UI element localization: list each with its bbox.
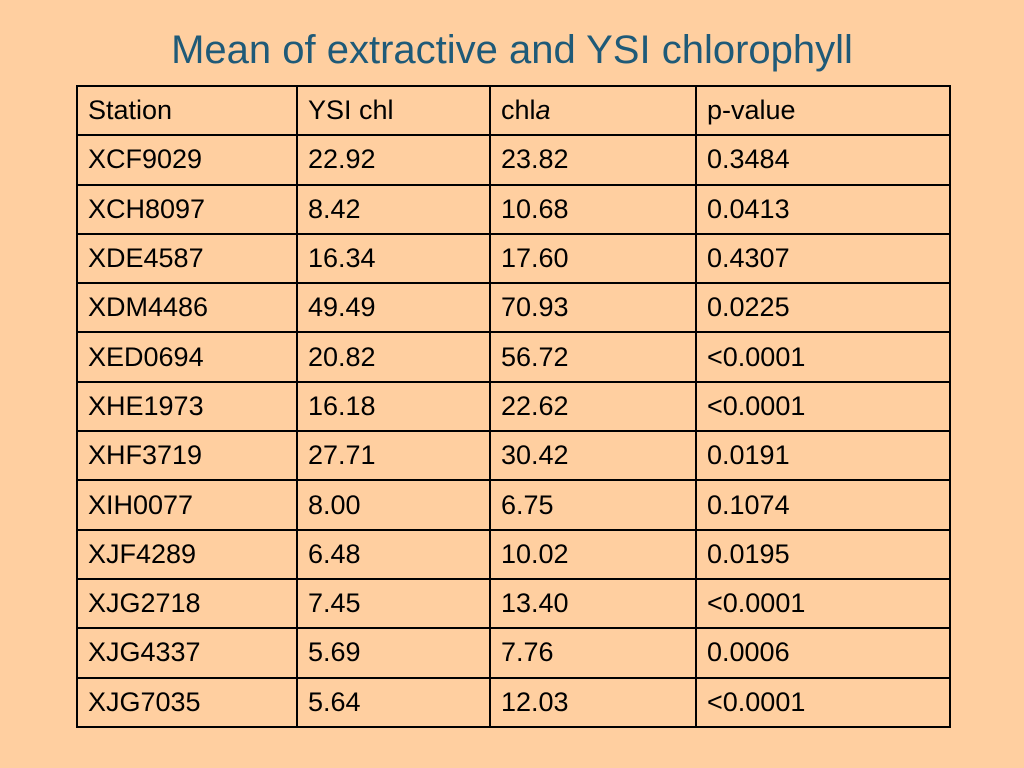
- station-cell: XHE1973: [76, 380, 298, 433]
- station-cell: XJG2718: [76, 577, 298, 630]
- chla-cell: 7.76: [489, 627, 697, 679]
- chla-cell: 13.40: [489, 577, 697, 630]
- ysi-chl-cell: 8.00: [296, 479, 491, 531]
- header-ysi-chl: YSI chl: [296, 84, 491, 137]
- p-value-cell: <0.0001: [695, 380, 951, 433]
- chla-cell: 17.60: [489, 232, 697, 285]
- station-cell: XDE4587: [76, 232, 298, 285]
- station-cell: XED0694: [76, 331, 298, 383]
- table-row: XIH0077 8.00 6.75 0.1074: [76, 479, 951, 531]
- header-chla-prefix: chl: [501, 95, 536, 126]
- p-value-cell: 0.1074: [695, 479, 951, 531]
- header-chla-italic: a: [535, 95, 551, 126]
- station-cell: XDM4486: [76, 282, 298, 334]
- table-row: XHF3719 27.71 30.42 0.0191: [76, 430, 951, 482]
- station-cell: XCF9029: [76, 134, 298, 186]
- table-row: XDE4587 16.34 17.60 0.4307: [76, 232, 951, 285]
- chla-cell: 23.82: [489, 134, 697, 186]
- table-row: XCH8097 8.42 10.68 0.0413: [76, 183, 951, 235]
- table-row: XCF9029 22.92 23.82 0.3484: [76, 134, 951, 186]
- table-row: XJG2718 7.45 13.40 <0.0001: [76, 577, 951, 630]
- chla-cell: 6.75: [489, 479, 697, 531]
- p-value-cell: 0.0006: [695, 627, 951, 679]
- ysi-chl-cell: 22.92: [296, 134, 491, 186]
- p-value-cell: <0.0001: [695, 577, 951, 630]
- table-row: XJG4337 5.69 7.76 0.0006: [76, 627, 951, 679]
- station-cell: XIH0077: [76, 479, 298, 531]
- header-station: Station: [76, 84, 298, 137]
- chla-cell: 30.42: [489, 430, 697, 482]
- station-cell: XJF4289: [76, 528, 298, 580]
- ysi-chl-cell: 8.42: [296, 183, 491, 235]
- p-value-cell: <0.0001: [695, 676, 951, 728]
- ysi-chl-cell: 5.64: [296, 676, 491, 728]
- table-row: XED0694 20.82 56.72 <0.0001: [76, 331, 951, 383]
- station-cell: XCH8097: [76, 183, 298, 235]
- chla-cell: 56.72: [489, 331, 697, 383]
- p-value-cell: <0.0001: [695, 331, 951, 383]
- table-row: XJG7035 5.64 12.03 <0.0001: [76, 676, 951, 728]
- station-cell: XJG7035: [76, 676, 298, 728]
- ysi-chl-cell: 6.48: [296, 528, 491, 580]
- table-row: XDM4486 49.49 70.93 0.0225: [76, 282, 951, 334]
- chla-cell: 10.68: [489, 183, 697, 235]
- ysi-chl-cell: 16.18: [296, 380, 491, 433]
- p-value-cell: 0.0225: [695, 282, 951, 334]
- p-value-cell: 0.0191: [695, 430, 951, 482]
- slide-title: Mean of extractive and YSI chlorophyll: [171, 28, 853, 72]
- station-cell: XJG4337: [76, 627, 298, 679]
- header-chla: chla: [489, 84, 697, 137]
- p-value-cell: 0.0413: [695, 183, 951, 235]
- table-header-row: Station YSI chl chla p-value: [76, 84, 951, 137]
- ysi-chl-cell: 7.45: [296, 577, 491, 630]
- table-row: XJF4289 6.48 10.02 0.0195: [76, 528, 951, 580]
- p-value-cell: 0.4307: [695, 232, 951, 285]
- chla-cell: 22.62: [489, 380, 697, 433]
- chla-cell: 10.02: [489, 528, 697, 580]
- ysi-chl-cell: 49.49: [296, 282, 491, 334]
- ysi-chl-cell: 20.82: [296, 331, 491, 383]
- table-row: XHE1973 16.18 22.62 <0.0001: [76, 380, 951, 433]
- chla-cell: 70.93: [489, 282, 697, 334]
- p-value-cell: 0.3484: [695, 134, 951, 186]
- table-body: Station YSI chl chla p-value XCF9029 22.9…: [76, 84, 951, 728]
- ysi-chl-cell: 27.71: [296, 430, 491, 482]
- chlorophyll-table: Station YSI chl chla p-value XCF9029 22.9…: [76, 84, 951, 728]
- ysi-chl-cell: 16.34: [296, 232, 491, 285]
- p-value-cell: 0.0195: [695, 528, 951, 580]
- ysi-chl-cell: 5.69: [296, 627, 491, 679]
- station-cell: XHF3719: [76, 430, 298, 482]
- header-p-value: p-value: [695, 84, 951, 137]
- chla-cell: 12.03: [489, 676, 697, 728]
